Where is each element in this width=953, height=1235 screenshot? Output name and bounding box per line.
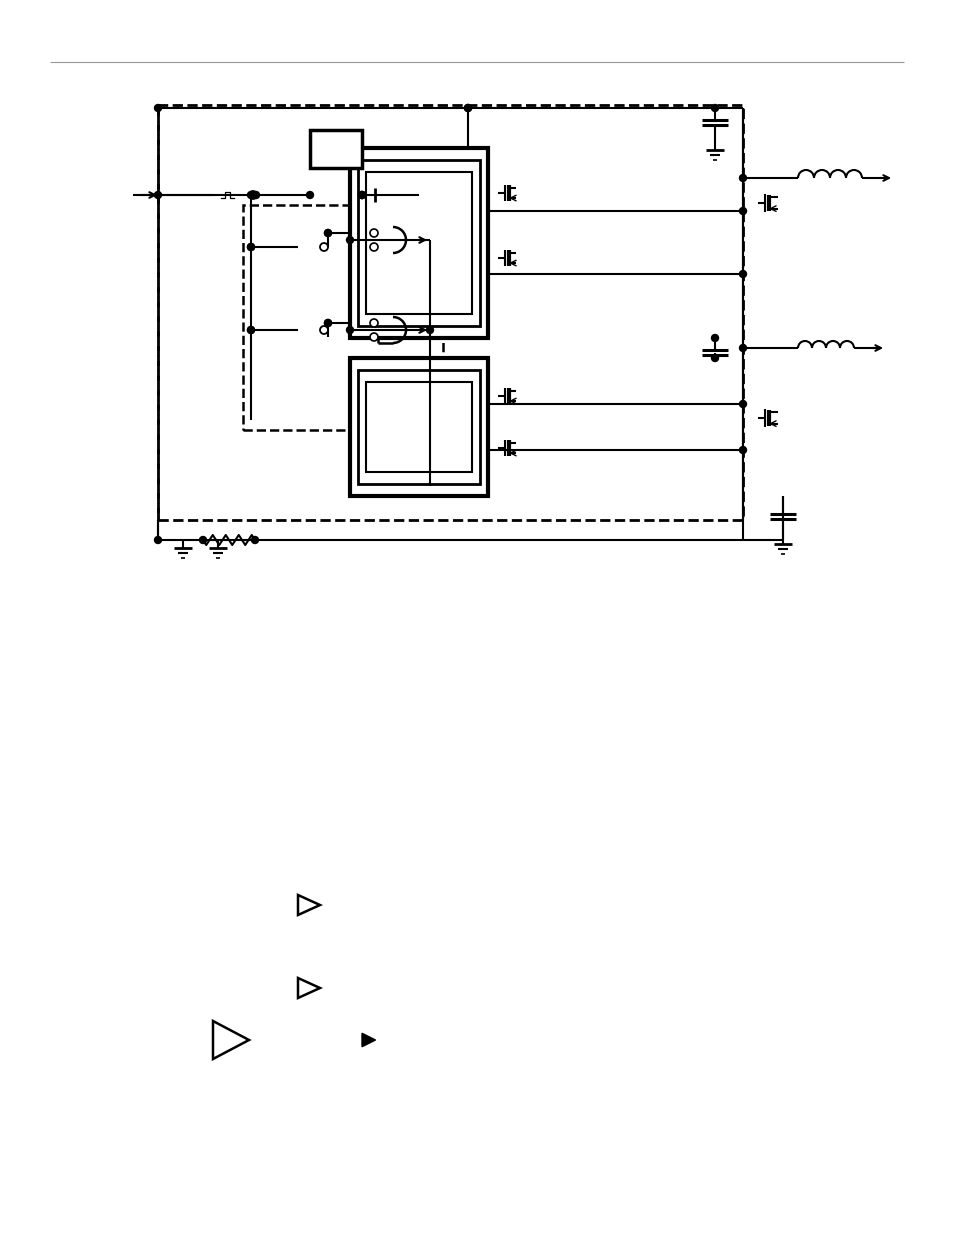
- Circle shape: [249, 191, 256, 199]
- Bar: [350, 148, 488, 338]
- Circle shape: [253, 191, 259, 199]
- Circle shape: [739, 207, 745, 215]
- Bar: [366, 382, 472, 472]
- Circle shape: [711, 335, 718, 342]
- Circle shape: [358, 191, 365, 199]
- Circle shape: [247, 191, 254, 199]
- Polygon shape: [297, 895, 319, 915]
- Circle shape: [370, 319, 377, 327]
- Circle shape: [199, 536, 206, 543]
- Circle shape: [711, 354, 718, 362]
- Circle shape: [358, 191, 365, 199]
- Bar: [243, 205, 442, 430]
- Circle shape: [247, 326, 254, 333]
- Circle shape: [739, 174, 745, 182]
- Circle shape: [370, 243, 377, 251]
- Circle shape: [154, 536, 161, 543]
- Bar: [158, 105, 742, 520]
- Circle shape: [324, 230, 331, 236]
- Circle shape: [319, 326, 328, 333]
- Circle shape: [247, 243, 254, 251]
- Circle shape: [324, 320, 331, 326]
- Circle shape: [370, 333, 377, 341]
- Circle shape: [739, 345, 745, 352]
- Polygon shape: [297, 978, 319, 998]
- Circle shape: [346, 326, 354, 333]
- Polygon shape: [361, 1034, 375, 1047]
- Circle shape: [154, 191, 161, 199]
- Bar: [350, 358, 488, 496]
- Circle shape: [739, 447, 745, 453]
- Circle shape: [324, 320, 331, 326]
- Bar: [357, 370, 479, 484]
- Circle shape: [346, 236, 354, 243]
- Circle shape: [370, 228, 377, 237]
- Circle shape: [464, 105, 471, 111]
- Circle shape: [247, 326, 254, 333]
- Circle shape: [358, 191, 365, 199]
- Circle shape: [154, 105, 161, 111]
- Bar: [310, 130, 361, 168]
- Circle shape: [252, 536, 258, 543]
- Bar: [366, 172, 472, 314]
- Circle shape: [464, 105, 471, 111]
- Circle shape: [711, 105, 718, 111]
- Circle shape: [319, 243, 328, 251]
- Circle shape: [739, 270, 745, 278]
- Circle shape: [324, 230, 331, 236]
- Circle shape: [426, 326, 433, 333]
- Circle shape: [739, 400, 745, 408]
- Circle shape: [306, 191, 314, 199]
- Bar: [357, 161, 479, 326]
- Circle shape: [247, 243, 254, 251]
- Polygon shape: [213, 1021, 249, 1058]
